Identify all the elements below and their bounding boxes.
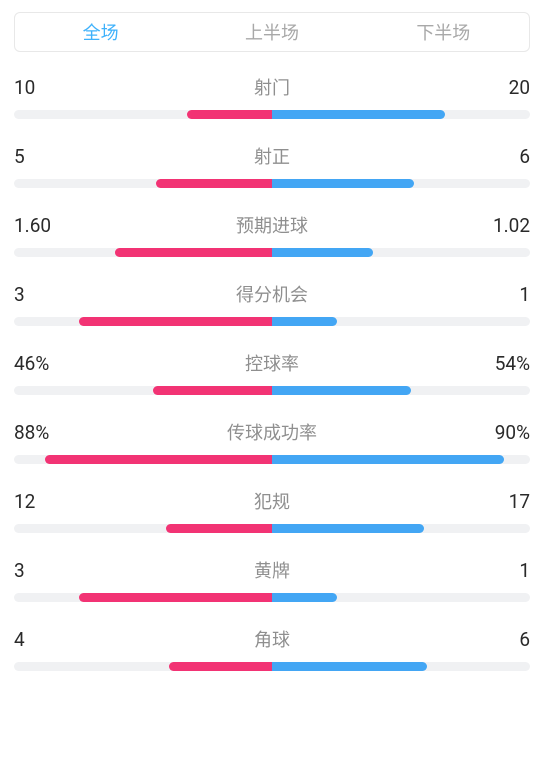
stat-bar <box>14 455 530 464</box>
stat-bar <box>14 662 530 671</box>
bar-fill-right <box>272 110 445 119</box>
bar-fill-right <box>272 593 337 602</box>
tab-label: 上半场 <box>245 19 299 45</box>
bar-track-right <box>272 110 530 119</box>
stat-left-value: 12 <box>14 490 84 513</box>
stat-label: 得分机会 <box>84 281 460 307</box>
bar-track-right <box>272 524 530 533</box>
stat-row: 5射正6 <box>14 143 530 188</box>
stat-right-value: 6 <box>460 145 530 168</box>
bar-track-left <box>14 455 272 464</box>
stat-left-value: 3 <box>14 559 84 582</box>
stat-left-value: 46% <box>14 352 84 375</box>
tab-full-match[interactable]: 全场 <box>15 13 186 51</box>
bar-fill-left <box>115 248 272 257</box>
stat-label: 犯规 <box>84 488 460 514</box>
stat-row: 88%传球成功率90% <box>14 419 530 464</box>
stat-bar <box>14 110 530 119</box>
bar-track-right <box>272 662 530 671</box>
tab-label: 全场 <box>83 19 119 45</box>
stat-row: 1.60预期进球1.02 <box>14 212 530 257</box>
stat-bar <box>14 593 530 602</box>
stat-header: 12犯规17 <box>14 488 530 514</box>
stat-right-value: 1.02 <box>460 214 530 237</box>
stat-header: 4角球6 <box>14 626 530 652</box>
stat-left-value: 4 <box>14 628 84 651</box>
stat-header: 46%控球率54% <box>14 350 530 376</box>
bar-track-right <box>272 593 530 602</box>
stat-row: 3得分机会1 <box>14 281 530 326</box>
stat-label: 角球 <box>84 626 460 652</box>
bar-track-right <box>272 455 530 464</box>
stat-right-value: 1 <box>460 559 530 582</box>
segment-tabs: 全场 上半场 下半场 <box>14 12 530 52</box>
stat-right-value: 6 <box>460 628 530 651</box>
bar-fill-left <box>166 524 272 533</box>
bar-track-left <box>14 524 272 533</box>
stat-left-value: 88% <box>14 421 84 444</box>
stat-left-value: 5 <box>14 145 84 168</box>
bar-track-left <box>14 593 272 602</box>
stat-bar <box>14 386 530 395</box>
stat-bar <box>14 248 530 257</box>
stat-header: 3得分机会1 <box>14 281 530 307</box>
stat-bar <box>14 317 530 326</box>
stat-right-value: 20 <box>460 76 530 99</box>
stat-row: 46%控球率54% <box>14 350 530 395</box>
bar-fill-right <box>272 179 414 188</box>
stat-header: 1.60预期进球1.02 <box>14 212 530 238</box>
stat-label: 射正 <box>84 143 460 169</box>
stat-bar <box>14 179 530 188</box>
stat-label: 射门 <box>84 74 460 100</box>
bar-fill-right <box>272 662 427 671</box>
bar-track-right <box>272 179 530 188</box>
bar-fill-left <box>79 317 273 326</box>
bar-track-left <box>14 248 272 257</box>
bar-track-right <box>272 317 530 326</box>
bar-fill-left <box>153 386 272 395</box>
stat-row: 3黄牌1 <box>14 557 530 602</box>
bar-fill-right <box>272 317 337 326</box>
stat-label: 黄牌 <box>84 557 460 583</box>
stat-left-value: 3 <box>14 283 84 306</box>
bar-fill-left <box>169 662 272 671</box>
bar-fill-right <box>272 386 411 395</box>
tab-label: 下半场 <box>416 19 470 45</box>
bar-track-left <box>14 179 272 188</box>
bar-track-left <box>14 110 272 119</box>
stat-bar <box>14 524 530 533</box>
stat-row: 4角球6 <box>14 626 530 671</box>
stat-left-value: 10 <box>14 76 84 99</box>
bar-fill-left <box>79 593 273 602</box>
stat-header: 5射正6 <box>14 143 530 169</box>
stat-header: 88%传球成功率90% <box>14 419 530 445</box>
stat-label: 预期进球 <box>84 212 460 238</box>
bar-fill-right <box>272 524 424 533</box>
bar-fill-left <box>45 455 272 464</box>
stat-label: 控球率 <box>84 350 460 376</box>
bar-track-right <box>272 248 530 257</box>
tab-second-half[interactable]: 下半场 <box>358 13 529 51</box>
bar-track-right <box>272 386 530 395</box>
bar-track-left <box>14 386 272 395</box>
stat-row: 12犯规17 <box>14 488 530 533</box>
stat-row: 10射门20 <box>14 74 530 119</box>
stats-list: 10射门205射正61.60预期进球1.023得分机会146%控球率54%88%… <box>0 74 544 671</box>
stat-right-value: 54% <box>460 352 530 375</box>
bar-fill-left <box>156 179 272 188</box>
bar-fill-right <box>272 248 373 257</box>
bar-track-left <box>14 317 272 326</box>
stat-left-value: 1.60 <box>14 214 84 237</box>
stat-right-value: 1 <box>460 283 530 306</box>
stat-label: 传球成功率 <box>84 419 460 445</box>
bar-track-left <box>14 662 272 671</box>
bar-fill-left <box>187 110 272 119</box>
stat-right-value: 17 <box>460 490 530 513</box>
stat-right-value: 90% <box>460 421 530 444</box>
stat-header: 3黄牌1 <box>14 557 530 583</box>
bar-fill-right <box>272 455 504 464</box>
tab-first-half[interactable]: 上半场 <box>186 13 357 51</box>
stat-header: 10射门20 <box>14 74 530 100</box>
